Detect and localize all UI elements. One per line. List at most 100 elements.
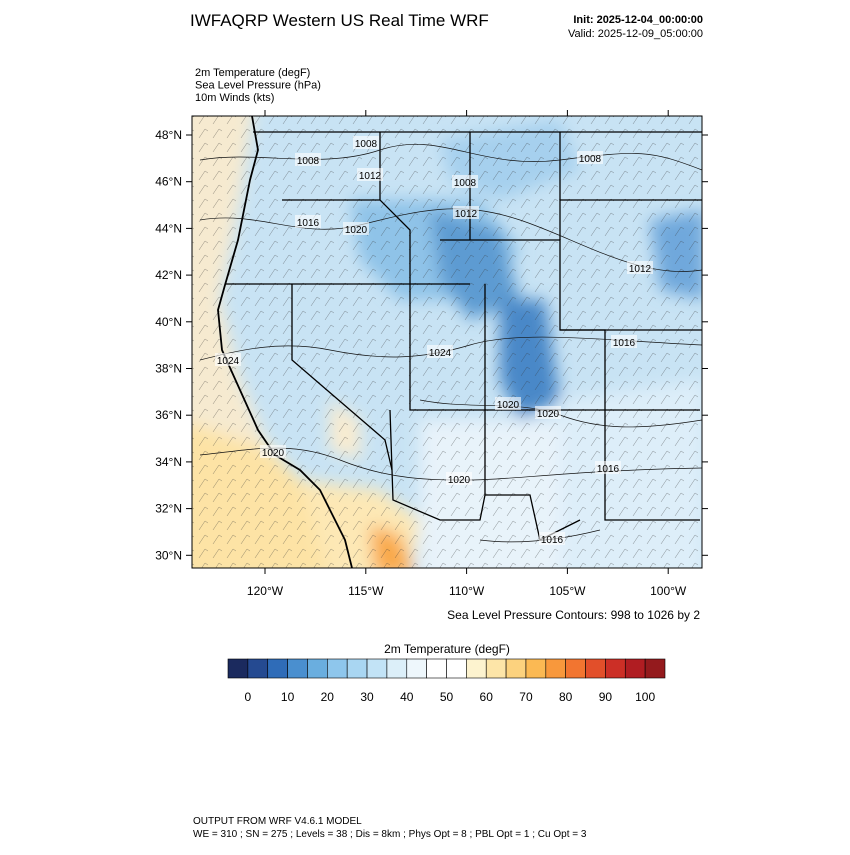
colorbar-tick-label: 60	[480, 690, 494, 704]
map-axes: 48°N 46°N 44°N 42°N 40°N 38°N 36°N 34°N 32°N 30°N…	[155, 110, 708, 598]
lat-tick-label: 38°N	[155, 362, 182, 376]
field-label: 2m Temperature (degF)	[195, 67, 310, 79]
colorbar-tick-label: 20	[321, 690, 335, 704]
lat-tick-label: 48°N	[155, 128, 182, 142]
lat-tick-label: 30°N	[155, 548, 182, 562]
colorbar-swatch	[624, 658, 646, 679]
lat-tick-label: 36°N	[155, 408, 182, 422]
colorbar-swatch	[565, 658, 586, 679]
contour-label: 1024	[429, 348, 452, 359]
colorbar-swatch	[267, 658, 288, 679]
contour-label-box	[495, 397, 521, 410]
contour-label-box	[215, 353, 241, 366]
contour-label-box	[452, 175, 478, 188]
init-time: Init: 2025-12-04_00:00:00	[573, 14, 703, 26]
colorbar-swatch	[446, 658, 467, 679]
colorbar: 0 10 20 30 40 50 60 70 80 90 100	[227, 658, 666, 704]
lat-tick-label: 40°N	[155, 315, 182, 329]
footer-line: OUTPUT FROM WRF V4.6.1 MODEL	[193, 816, 362, 827]
contour-label-box	[535, 406, 561, 419]
colorbar-swatch	[585, 658, 606, 679]
contour-label-box	[357, 168, 383, 181]
colorbar-swatch	[466, 658, 487, 679]
contour-label: 1012	[629, 264, 652, 275]
lon-tick-label: 120°W	[247, 584, 284, 598]
contour-label: 1008	[454, 178, 477, 189]
contour-label: 1016	[613, 338, 636, 349]
contour-label: 1016	[297, 218, 320, 229]
lon-tick-label: 110°W	[449, 584, 485, 598]
lat-tick-label: 44°N	[155, 221, 182, 235]
contour-label-box	[343, 222, 369, 235]
colorbar-swatch	[505, 658, 527, 679]
colorbar-swatch	[426, 658, 447, 679]
colorbar-tick-label: 50	[440, 690, 454, 704]
contour-label-box	[577, 151, 603, 164]
colorbar-tick-label: 80	[559, 690, 573, 704]
lon-tick-label: 105°W	[549, 584, 586, 598]
colorbar-swatch	[307, 658, 328, 679]
map-frame	[191, 115, 703, 569]
contour-label-box	[353, 136, 379, 149]
colorbar-tick-label: 70	[519, 690, 533, 704]
colorbar-swatch	[247, 658, 269, 679]
lat-tick-label: 32°N	[155, 502, 182, 516]
field-label: Sea Level Pressure (hPa)	[195, 80, 321, 92]
contour-label: 1016	[541, 535, 564, 546]
footer-line: WE = 310 ; SN = 275 ; Levels = 38 ; Dis …	[193, 829, 587, 840]
contour-label: 1012	[359, 171, 382, 182]
lon-tick-label: 115°W	[348, 584, 384, 598]
colorbar-tick-label: 100	[635, 690, 655, 704]
contour-label: 1020	[262, 448, 285, 459]
lat-tick-label: 42°N	[155, 268, 182, 282]
contour-label: 1024	[217, 356, 240, 367]
colorbar-title: 2m Temperature (degF)	[384, 642, 510, 656]
contour-label: 1020	[345, 225, 368, 236]
contour-label-box	[627, 261, 653, 274]
contour-note: Sea Level Pressure Contours: 998 to 1026…	[447, 608, 700, 622]
colorbar-tick-label: 90	[599, 690, 613, 704]
contour-label-box	[295, 215, 321, 228]
colorbar-tick-label: 10	[281, 690, 295, 704]
colorbar-swatch	[227, 658, 249, 679]
lon-tick-label: 100°W	[650, 584, 687, 598]
colorbar-tick-label: 0	[245, 690, 252, 704]
contour-label-box	[427, 345, 453, 358]
colorbar-swatch	[605, 658, 626, 679]
map: 1008 1008 1012 1008 1008 1012 1016 1020 1012 1016…	[192, 116, 702, 568]
colorbar-swatch	[346, 658, 368, 679]
contour-label-box	[295, 153, 321, 166]
contour-label: 1020	[448, 475, 471, 486]
contour-labels: 1008 1008 1012 1008 1008 1012 1016 1020 1012 1016…	[215, 136, 653, 546]
lat-tick-label: 46°N	[155, 175, 182, 189]
lat-tick-label: 34°N	[155, 455, 182, 469]
contour-label: 1008	[297, 156, 320, 167]
contour-label-box	[453, 206, 479, 219]
colorbar-swatch	[386, 658, 408, 679]
contour-label: 1016	[597, 464, 620, 475]
colorbar-swatch	[485, 658, 507, 679]
title: IWFAQRP Western US Real Time WRF	[190, 11, 489, 30]
field-label: 10m Winds (kts)	[195, 92, 274, 104]
contour-label-box	[539, 532, 565, 545]
contour-label: 1012	[455, 209, 478, 220]
colorbar-tick-label: 30	[360, 690, 374, 704]
valid-time: Valid: 2025-12-09_05:00:00	[568, 28, 703, 40]
contour-label-box	[595, 461, 621, 474]
contour-label: 1008	[579, 154, 602, 165]
boundaries	[217, 116, 702, 568]
contour-label-box	[611, 335, 637, 348]
contour-label: 1020	[537, 409, 560, 420]
field-list: 2m Temperature (degF)Sea Level Pressure …	[195, 67, 321, 104]
contour-label: 1008	[355, 139, 378, 150]
colorbar-swatch	[406, 658, 427, 679]
colorbar-swatch	[327, 658, 348, 679]
colorbar-swatch	[525, 658, 547, 679]
contour-label-box	[260, 445, 286, 458]
colorbar-swatch	[545, 658, 566, 679]
contour-label-box	[446, 472, 472, 485]
contour-label: 1020	[497, 400, 520, 411]
colorbar-swatch	[366, 658, 388, 679]
colorbar-tick-label: 40	[400, 690, 414, 704]
